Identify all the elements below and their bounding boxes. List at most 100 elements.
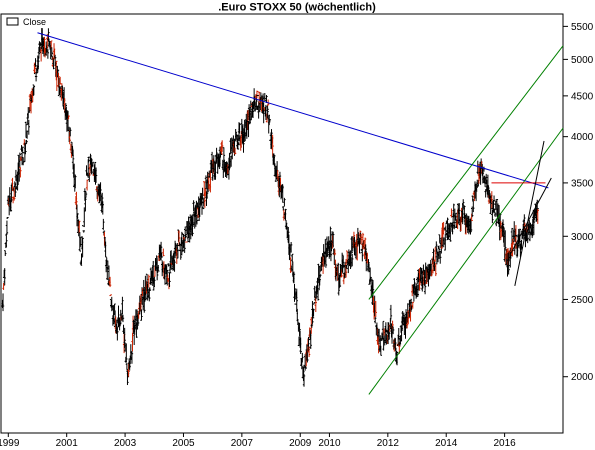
chart-title: .Euro STOXX 50 (wöchentlich) (218, 2, 376, 14)
close-point (273, 163, 275, 165)
close-point (133, 327, 135, 329)
close-point (212, 167, 214, 169)
close-point (371, 285, 373, 287)
close-point (42, 38, 44, 40)
y-tick-label: 3000 (571, 232, 594, 243)
close-point (71, 153, 74, 156)
trendline-short-trend (514, 140, 545, 286)
series-layer (1, 38, 539, 378)
close-point (518, 241, 520, 243)
close-point (323, 253, 325, 255)
close-point (428, 272, 430, 274)
y-tick-label: 5500 (571, 22, 594, 33)
close-point (496, 213, 498, 215)
close-point (141, 298, 144, 301)
close-point (308, 343, 310, 345)
close-point (127, 376, 129, 378)
x-tick-label: 2001 (56, 438, 79, 449)
close-point (121, 312, 123, 315)
close-point (86, 172, 88, 174)
close-point (235, 140, 237, 142)
close-point (384, 335, 386, 337)
close-point (485, 182, 487, 184)
y-tick-label: 4500 (571, 91, 594, 102)
x-tick-label: 2005 (172, 438, 195, 449)
close-point (331, 241, 333, 243)
y-axis: 5500 5000 4500 4000 3500 3000 2500 2000 (563, 22, 594, 383)
close-point (358, 241, 360, 243)
close-point (395, 351, 398, 353)
close-point (16, 177, 18, 179)
close-point (506, 259, 509, 261)
trendline-channel-upper (368, 45, 564, 300)
close-point (168, 272, 170, 274)
close-point (454, 218, 456, 220)
close-point (60, 87, 62, 89)
close-point (530, 224, 532, 226)
trendline-channel-lower (368, 127, 564, 395)
close-point (244, 131, 246, 133)
close-point (343, 265, 345, 268)
close-point (220, 153, 223, 156)
price-bars (1, 28, 539, 387)
close-point (490, 202, 493, 204)
y-tick-label: 5000 (571, 55, 594, 66)
close-point (279, 182, 281, 184)
close-point (1, 305, 4, 308)
close-point (25, 140, 27, 142)
y-tick-label: 3500 (571, 178, 594, 189)
close-point (101, 202, 103, 204)
x-tick-label: 2012 (377, 438, 400, 449)
close-point (352, 247, 354, 249)
close-point (267, 111, 269, 113)
close-point (159, 253, 161, 255)
close-point (296, 312, 298, 315)
legend: Close (6, 17, 46, 27)
close-point (512, 235, 514, 237)
y-tick-label: 2500 (571, 295, 594, 306)
close-point (378, 343, 380, 345)
close-point (468, 224, 471, 226)
x-tick-label: 2016 (493, 438, 516, 449)
trendline-short-trend (510, 177, 552, 255)
close-point (537, 207, 539, 210)
y-tick-label: 2000 (571, 372, 594, 383)
x-tick-label: 2007 (231, 438, 254, 449)
close-point (401, 327, 404, 329)
x-axis: 1999 2001 2003 2005 2007 2009 2010 2012 2014 2016 (0, 433, 516, 449)
close-point (194, 213, 196, 215)
x-tick-label: 1999 (0, 438, 20, 449)
trendline-resistance (37, 32, 549, 189)
close-point (261, 103, 263, 105)
close-point (109, 298, 112, 301)
close-point (445, 229, 447, 232)
close-point (419, 278, 421, 280)
y-tick-label: 4000 (571, 132, 594, 143)
x-tick-label: 2010 (318, 438, 341, 449)
close-point (302, 376, 304, 378)
close-point (185, 235, 187, 237)
close-point (476, 182, 478, 184)
close-point (66, 111, 68, 113)
close-point (226, 163, 228, 165)
legend-label-close: Close (23, 17, 46, 27)
close-point (51, 51, 53, 54)
close-point (410, 298, 412, 301)
x-tick-label: 2003 (114, 438, 137, 449)
close-point (177, 247, 179, 249)
close-point (463, 213, 465, 215)
legend-swatch (6, 17, 19, 26)
x-tick-label: 2009 (289, 438, 312, 449)
close-point (7, 202, 9, 204)
close-point (150, 278, 152, 280)
close-point (524, 229, 526, 232)
close-point (290, 259, 293, 261)
close-point (92, 163, 94, 165)
close-point (250, 111, 252, 113)
close-point (80, 259, 82, 261)
x-tick-label: 2014 (435, 438, 458, 449)
close-point (33, 72, 36, 75)
close-point (285, 213, 287, 215)
